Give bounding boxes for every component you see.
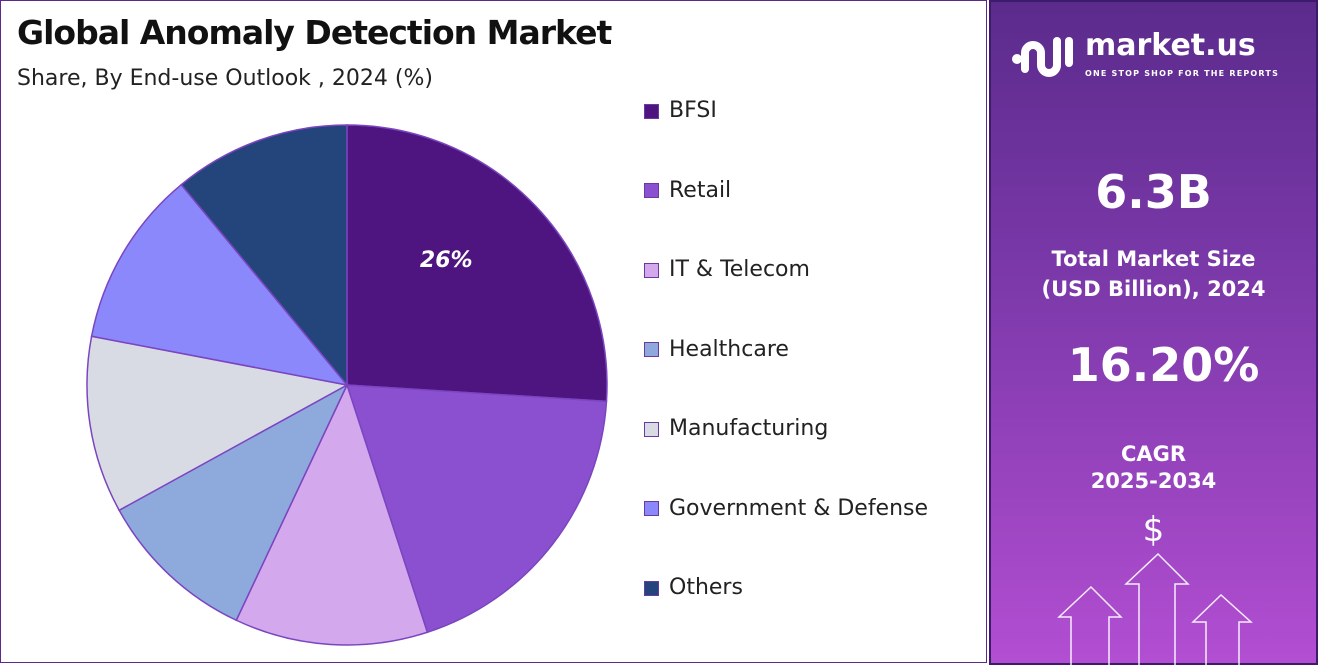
legend-item: Others	[644, 574, 743, 602]
dollar-icon: $	[1142, 510, 1165, 550]
legend-label: Others	[669, 575, 743, 600]
pie-slice-government-defense	[90, 183, 349, 387]
legend-label: Healthcare	[669, 336, 789, 362]
pie-slice-healthcare	[118, 383, 349, 622]
legend-swatch	[644, 342, 659, 357]
legend-label: Retail	[669, 177, 732, 203]
chart-panel: Global Anomaly Detection Market Share, B…	[0, 0, 987, 663]
legend-label: IT & Telecom	[669, 257, 810, 282]
pie-slice-it-telecom	[235, 382, 429, 646]
legend-item: IT & Telecom	[644, 256, 810, 284]
legend-swatch	[644, 262, 659, 278]
market-size-value: 6.3B	[1095, 165, 1212, 219]
pie-slice-bfsi	[346, 124, 608, 403]
logo-icon	[1012, 37, 1073, 77]
legend-item: Retail	[644, 177, 731, 205]
pie-slice-others	[180, 124, 348, 388]
legend-item: BFSI	[644, 97, 717, 125]
legend-swatch	[644, 580, 659, 596]
cagr-label-2: 2025-2034	[1090, 469, 1217, 493]
chart-subtitle: Share, By End-use Outlook , 2024 (%)	[17, 66, 433, 91]
legend-swatch	[644, 501, 659, 516]
growth-arrows-icon	[1057, 552, 1253, 667]
legend-swatch	[644, 421, 659, 437]
legend-label: BFSI	[669, 98, 717, 123]
legend-item: Government & Defense	[644, 495, 928, 523]
legend-label: Manufacturing	[669, 416, 829, 441]
chart-title: Global Anomaly Detection Market	[17, 13, 612, 52]
legend-swatch	[644, 103, 659, 119]
cagr-value: 16.20%	[1067, 338, 1260, 392]
summary-panel: market.us ONE STOP SHOP FOR THE REPORTS …	[989, 0, 1318, 667]
data-label: 26%	[420, 248, 473, 273]
legend-swatch	[644, 183, 659, 198]
market-size-label-1: Total Market Size	[1051, 247, 1256, 271]
logo-tagline: ONE STOP SHOP FOR THE REPORTS	[1085, 69, 1280, 78]
logo-text: market.us	[1085, 28, 1256, 63]
legend-label: Government & Defense	[669, 495, 929, 521]
legend-item: Healthcare	[644, 336, 789, 364]
pie-slice-manufacturing	[86, 335, 350, 512]
legend-item: Manufacturing	[644, 415, 828, 443]
cagr-label-1: CAGR	[1120, 442, 1187, 466]
market-us-logo: market.us ONE STOP SHOP FOR THE REPORTS	[1011, 28, 1279, 80]
market-size-label-2: (USD Billion), 2024	[1041, 277, 1266, 301]
pie-chart: 26%	[86, 124, 608, 646]
pie-slice-retail	[345, 384, 608, 634]
